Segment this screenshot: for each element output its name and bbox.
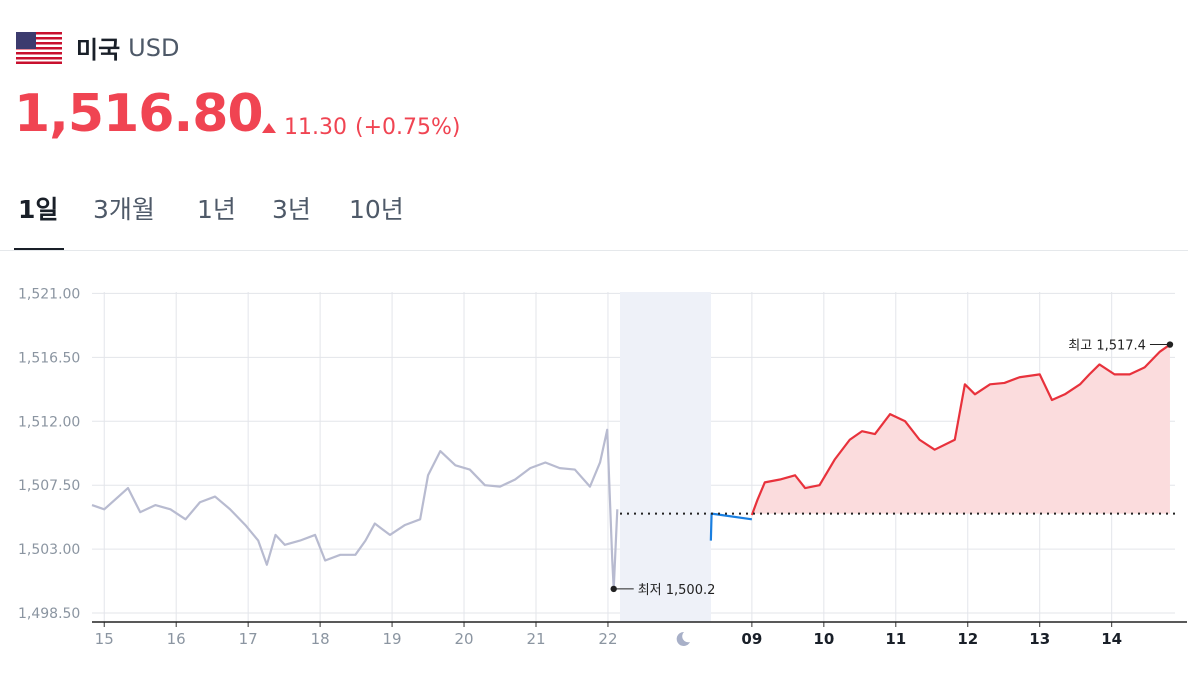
y-tick-label: 1,521.00 (18, 286, 80, 302)
price-change: 11.30 (+0.75%) (262, 115, 460, 140)
currency-header: 미국 USD (16, 30, 179, 65)
line (750, 343, 1171, 516)
change-rate: (+0.75%) (354, 115, 461, 140)
night-band (620, 292, 711, 622)
area (751, 344, 1170, 516)
low-point (610, 585, 617, 593)
active-tab-indicator (14, 248, 64, 250)
x-tick-label: 17 (239, 630, 258, 648)
high-point (1166, 341, 1174, 348)
x-tick-label: 14 (1101, 630, 1122, 648)
tab[interactable]: 3년 (272, 195, 311, 224)
y-tick-label: 1,507.50 (18, 478, 80, 494)
up-arrow-icon (262, 122, 276, 133)
y-tick-label: 1,512.00 (18, 414, 80, 430)
change-amount: 11.30 (284, 115, 347, 140)
x-tick-label: 18 (311, 630, 330, 648)
x-tick-label: 10 (813, 630, 834, 648)
night-icon (676, 631, 690, 646)
price: 1,516.80 (14, 84, 264, 144)
x-tick-label: 13 (1029, 630, 1050, 648)
tab[interactable]: 10년 (349, 195, 404, 224)
y-tick-label: 1,498.50 (18, 606, 80, 622)
x-tick-label: 15 (95, 630, 114, 648)
y-tick-label: 1,516.50 (18, 350, 80, 366)
x-tick-label: 11 (885, 630, 906, 648)
line (91, 428, 619, 591)
x-tick-label: 20 (454, 630, 473, 648)
x-tick-label: 09 (741, 630, 762, 648)
line (709, 512, 753, 541)
low-annotation: 최저 1,500.2 (638, 583, 716, 598)
x-tick-label: 21 (526, 630, 545, 648)
x-tick-label: 12 (957, 630, 978, 648)
high-annotation: 최고 1,517.4 (1068, 339, 1146, 354)
x-tick-label: 19 (383, 630, 402, 648)
currency-code: USD (128, 33, 180, 62)
country-name: 미국 (76, 36, 121, 64)
flag-icon (16, 31, 62, 64)
tab[interactable]: 3개월 (93, 195, 155, 224)
y-tick-label: 1,503.00 (18, 542, 80, 558)
x-tick-label: 16 (167, 630, 186, 648)
period-tabs: 1일 3개월 1년 3년 10년 (0, 190, 1188, 251)
tab[interactable]: 1년 (197, 195, 236, 224)
tab[interactable]: 1일 (18, 195, 59, 224)
x-tick-label: 22 (598, 630, 617, 648)
